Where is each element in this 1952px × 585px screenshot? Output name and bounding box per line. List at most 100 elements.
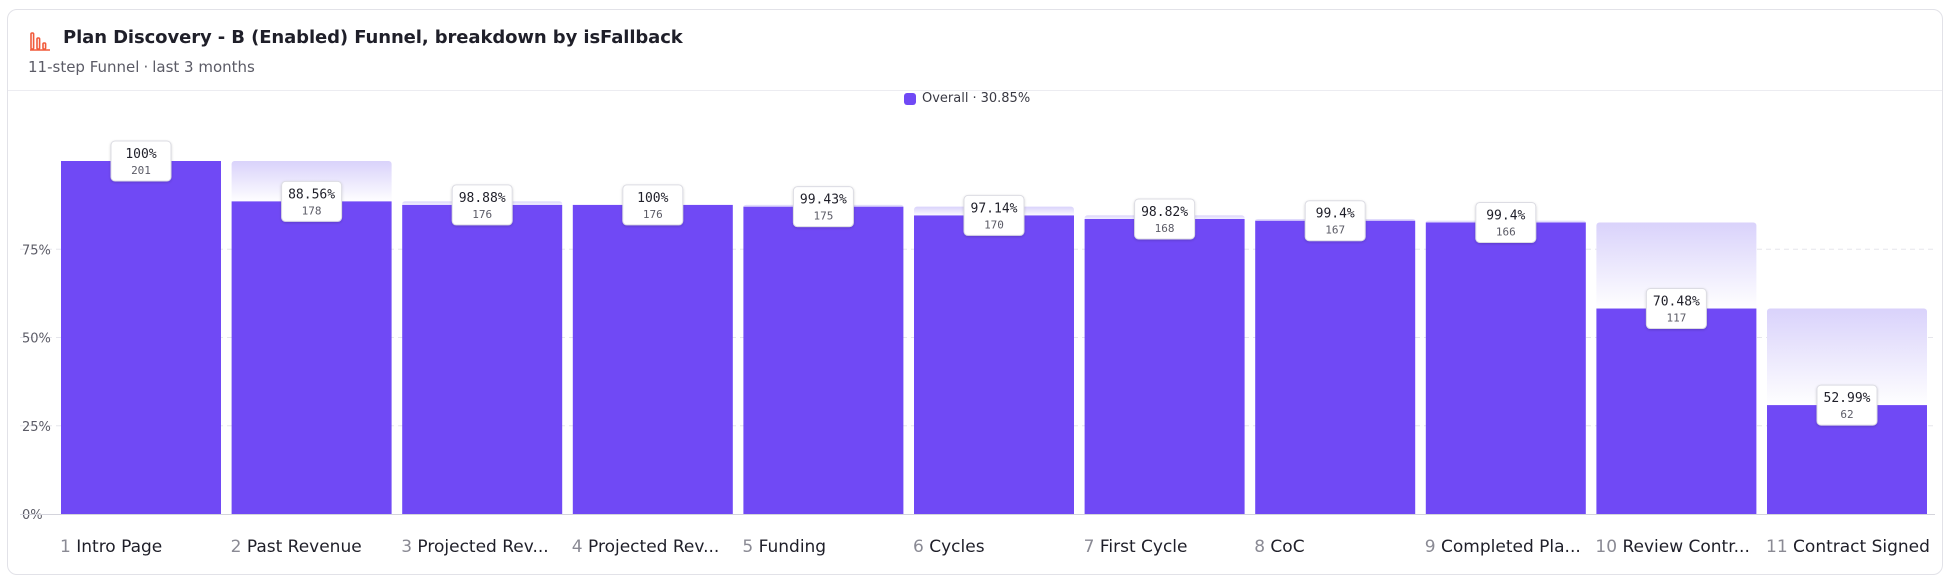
x-category-number: 9 bbox=[1425, 537, 1441, 557]
chart-title[interactable]: Plan Discovery - B (Enabled) Funnel, bre… bbox=[63, 27, 683, 48]
x-category-number: 11 bbox=[1766, 537, 1793, 557]
conversion-bar bbox=[1425, 222, 1586, 514]
step-conversion-label: 99.4% bbox=[1316, 207, 1355, 222]
legend-value: 30.85% bbox=[980, 91, 1031, 106]
step-count-label: 201 bbox=[131, 164, 151, 177]
date-range[interactable]: last 3 months bbox=[152, 58, 255, 76]
x-category-number: 6 bbox=[913, 537, 929, 557]
conversion-bar bbox=[1084, 218, 1245, 515]
step-badge-box bbox=[963, 194, 1025, 236]
step-count-label: 176 bbox=[643, 208, 663, 221]
x-category-label: 1 Intro Page bbox=[60, 537, 162, 557]
funnel-step-count: 11-step Funnel bbox=[28, 58, 140, 76]
legend-swatch bbox=[904, 92, 916, 105]
y-tick-label: 75% bbox=[22, 243, 51, 258]
conversion-bar bbox=[402, 204, 563, 514]
step-badge: 98.88% 176 bbox=[451, 184, 513, 226]
step-badge: 88.56% 178 bbox=[281, 180, 343, 222]
step-conversion-label: 97.14% bbox=[971, 201, 1018, 216]
step-badge-box bbox=[792, 186, 854, 228]
x-category-number: 3 bbox=[401, 537, 417, 557]
step-badge-box bbox=[281, 180, 343, 222]
x-category-label: 6 Cycles bbox=[913, 537, 985, 557]
x-category-number: 2 bbox=[231, 537, 247, 557]
x-category-name: Past Revenue bbox=[247, 537, 362, 557]
x-category-name: Completed Pla... bbox=[1441, 537, 1581, 557]
step-badge: 70.48% 117 bbox=[1645, 288, 1707, 330]
x-category-name: Projected Rev... bbox=[417, 537, 548, 557]
step-count-label: 62 bbox=[1840, 408, 1853, 421]
dropoff-bar bbox=[1767, 308, 1927, 407]
step-conversion-label: 70.48% bbox=[1653, 295, 1700, 310]
x-category-name: First Cycle bbox=[1100, 537, 1188, 557]
x-category-label: 9 Completed Pla... bbox=[1425, 537, 1581, 557]
card-header: Plan Discovery - B (Enabled) Funnel, bre… bbox=[8, 10, 1942, 91]
step-badge-box bbox=[1304, 200, 1366, 242]
x-category-name: Funding bbox=[759, 537, 826, 557]
step-badge-box bbox=[1816, 384, 1878, 426]
x-category-name: Review Contr... bbox=[1622, 537, 1749, 557]
step-badge: 99.4% 167 bbox=[1304, 200, 1366, 242]
step-count-label: 167 bbox=[1325, 224, 1345, 237]
x-category-number: 4 bbox=[572, 537, 588, 557]
y-tick-label: 0% bbox=[22, 508, 43, 523]
step-conversion-label: 100% bbox=[637, 191, 668, 206]
step-conversion-label: 98.82% bbox=[1141, 205, 1188, 220]
x-category-number: 1 bbox=[60, 537, 76, 557]
x-category-number: 5 bbox=[742, 537, 758, 557]
x-category-label: 11 Contract Signed bbox=[1766, 537, 1930, 557]
step-conversion-label: 99.4% bbox=[1486, 208, 1525, 223]
y-tick-label: 25% bbox=[22, 420, 51, 435]
step-count-label: 170 bbox=[984, 218, 1004, 231]
x-category-label: 8 CoC bbox=[1254, 537, 1304, 557]
dropoff-bar bbox=[1596, 222, 1757, 310]
x-category-label: 2 Past Revenue bbox=[231, 537, 362, 557]
conversion-bar bbox=[61, 161, 221, 514]
step-badge: 98.82% 168 bbox=[1134, 198, 1196, 240]
conversion-bar bbox=[914, 215, 1074, 514]
step-badge-box bbox=[451, 184, 513, 226]
x-category-label: 3 Projected Rev... bbox=[401, 537, 549, 557]
step-conversion-label: 99.43% bbox=[800, 193, 847, 208]
x-category-number: 10 bbox=[1595, 537, 1622, 557]
bar-chart-icon bbox=[30, 32, 50, 51]
x-category-name: Intro Page bbox=[76, 537, 162, 557]
x-category-name: CoC bbox=[1270, 537, 1304, 557]
x-category-number: 7 bbox=[1084, 537, 1100, 557]
step-count-label: 117 bbox=[1666, 312, 1686, 325]
chart-subtitle: 11-step Funnel · last 3 months bbox=[28, 58, 255, 76]
step-badge-box bbox=[1475, 201, 1537, 243]
step-count-label: 175 bbox=[813, 210, 833, 223]
step-badge-box bbox=[622, 184, 684, 226]
conversion-bar bbox=[1255, 220, 1416, 514]
conversion-bar bbox=[572, 204, 733, 514]
step-badge: 100% 201 bbox=[110, 140, 172, 182]
x-category-label: 4 Projected Rev... bbox=[572, 537, 720, 557]
x-category-name: Projected Rev... bbox=[588, 537, 719, 557]
step-count-label: 166 bbox=[1496, 225, 1516, 238]
step-count-label: 176 bbox=[472, 208, 492, 221]
step-count-label: 178 bbox=[302, 204, 322, 217]
legend-label: Overall bbox=[922, 91, 969, 106]
step-conversion-label: 98.88% bbox=[459, 191, 506, 206]
chart-legend[interactable]: Overall · 30.85% bbox=[904, 91, 1030, 106]
y-tick-label: 50% bbox=[22, 332, 51, 347]
step-badge: 97.14% 170 bbox=[963, 194, 1025, 236]
step-badge: 99.43% 175 bbox=[792, 186, 854, 228]
x-category-number: 8 bbox=[1254, 537, 1270, 557]
legend-separator: · bbox=[972, 91, 977, 106]
step-badge-box bbox=[110, 140, 172, 182]
x-category-label: 10 Review Contr... bbox=[1595, 537, 1749, 557]
x-category-label: 7 First Cycle bbox=[1084, 537, 1188, 557]
step-conversion-label: 52.99% bbox=[1824, 391, 1871, 406]
step-badge: 99.4% 166 bbox=[1475, 201, 1537, 243]
step-badge-box bbox=[1645, 288, 1707, 330]
conversion-bar bbox=[231, 201, 392, 515]
step-conversion-label: 100% bbox=[125, 147, 156, 162]
x-category-name: Cycles bbox=[929, 537, 984, 557]
conversion-bar bbox=[743, 206, 904, 514]
step-badge: 52.99% 62 bbox=[1816, 384, 1878, 426]
step-count-label: 168 bbox=[1155, 222, 1175, 235]
x-category-name: Contract Signed bbox=[1793, 537, 1930, 557]
